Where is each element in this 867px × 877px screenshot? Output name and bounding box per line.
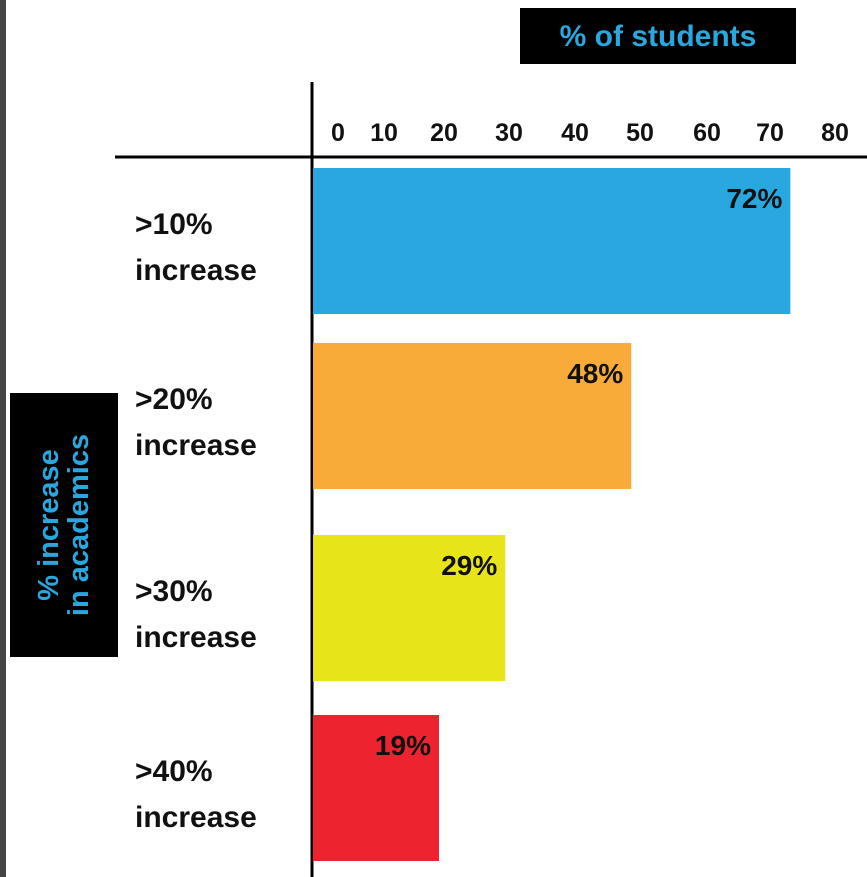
data-labels: 72% 48% 29% 19% [375,183,783,761]
category-label: increase [135,429,257,462]
bar-value-label: 19% [375,730,431,761]
x-tick-label: 10 [370,119,398,147]
category-label: >30% [135,575,213,608]
x-tick-label: 50 [626,119,654,147]
frame-left-edge [0,0,6,877]
bar [313,343,632,489]
bar-value-label: 72% [726,183,782,214]
x-tick-label: 20 [430,119,458,147]
y-axis-label-background [10,393,118,657]
x-tick-label: 30 [495,119,523,147]
category-label: increase [135,254,257,287]
y-axis-label-line-2: in academics [63,434,95,616]
x-tick-label: 80 [821,119,849,147]
x-tick-label: 60 [693,119,721,147]
x-tick-label: 70 [756,119,784,147]
category-label: >10% [135,208,213,241]
category-label: >20% [135,383,213,416]
chart-title-text: % of students [560,20,757,53]
x-tick-label: 0 [331,119,345,147]
y-axis-label-line-1: % increase [33,449,65,601]
category-label: >40% [135,755,213,788]
bars [313,168,791,861]
bar [313,715,439,861]
bar [313,535,506,681]
category-labels: >10% increase >20% increase >30% increase >40%… [135,208,257,834]
bar-value-label: 29% [441,550,497,581]
chart-title-background [520,8,796,64]
category-label: increase [135,621,257,654]
x-tick-label: 40 [561,119,589,147]
x-axis-ticks: 0 10 20 30 40 50 60 70 80 [331,119,849,147]
bar [313,168,791,314]
y-axis-label: % increase in academics [10,393,118,657]
bar-value-label: 48% [567,358,623,389]
category-label: increase [135,801,257,834]
chart-title: % of students [520,8,796,64]
